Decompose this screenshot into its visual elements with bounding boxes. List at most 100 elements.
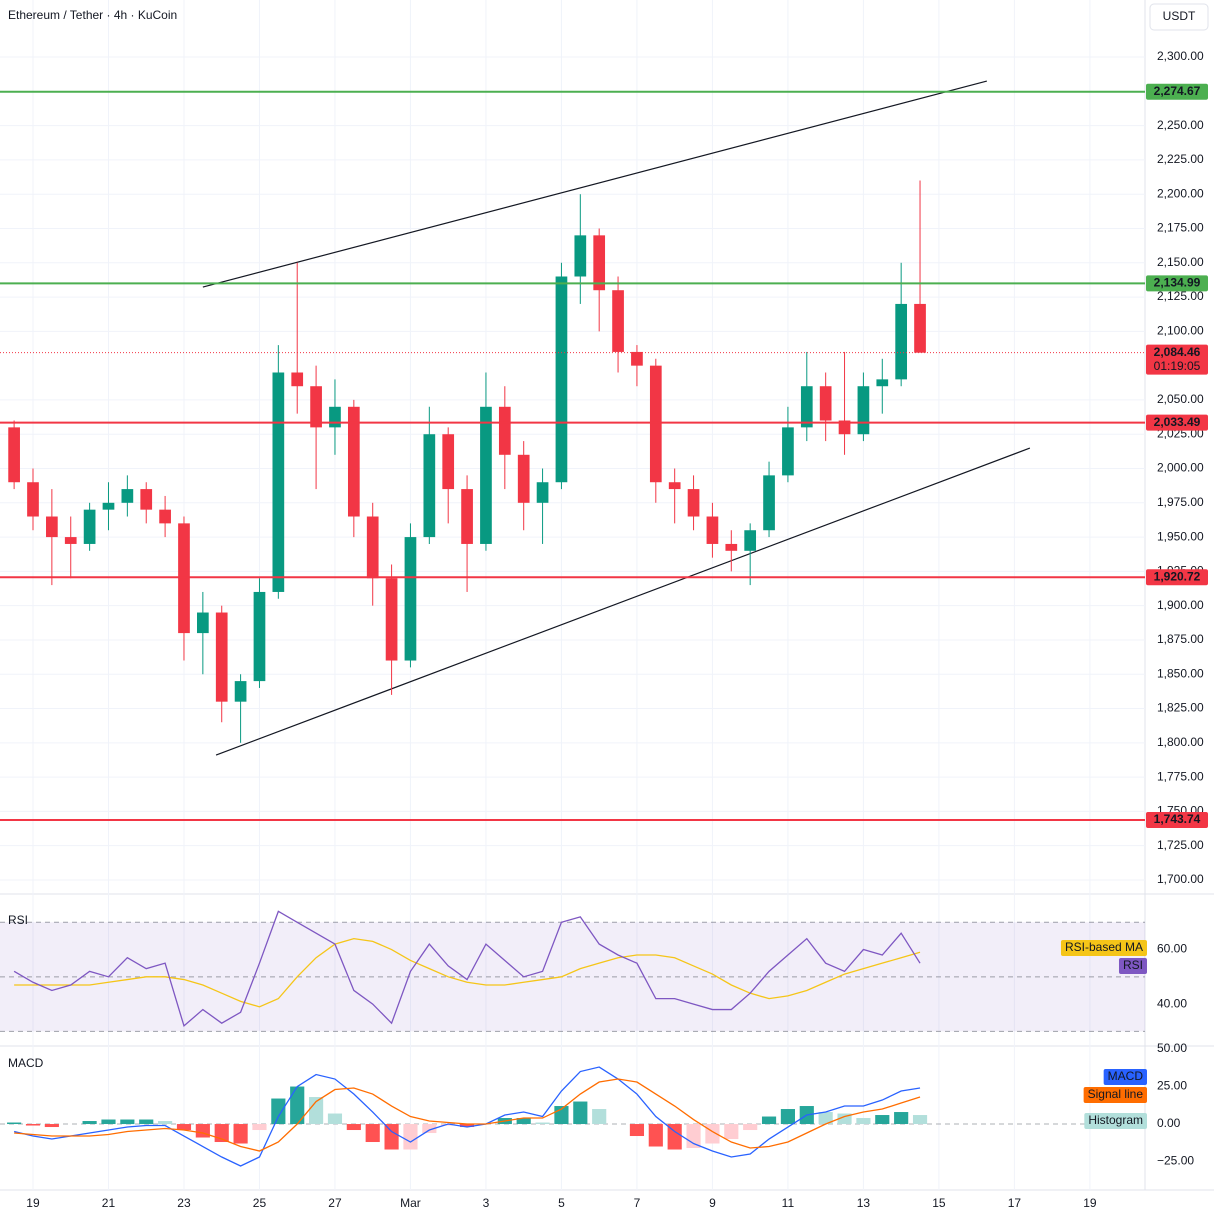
y-tick-label: 1,725.00 bbox=[1157, 838, 1204, 852]
candle-body bbox=[914, 303, 926, 353]
level-label-bg bbox=[1146, 83, 1208, 100]
y-tick-label: 2,300.00 bbox=[1157, 49, 1204, 63]
candle-body bbox=[310, 386, 322, 428]
y-tick-label: 2,200.00 bbox=[1157, 186, 1204, 200]
candle-body bbox=[291, 372, 304, 387]
candle-body bbox=[366, 516, 379, 579]
candle-body bbox=[876, 379, 889, 387]
y-tick-label: 2,225.00 bbox=[1157, 152, 1204, 166]
candle-body bbox=[782, 427, 794, 476]
candle-body bbox=[329, 406, 341, 428]
histogram-bar bbox=[516, 1118, 531, 1125]
candle-body bbox=[517, 454, 530, 503]
histogram-bar bbox=[743, 1124, 758, 1131]
histogram-bar bbox=[724, 1124, 739, 1140]
x-tick-label: 23 bbox=[177, 1196, 191, 1210]
histogram-bar bbox=[309, 1097, 324, 1125]
histogram-bar bbox=[7, 1122, 22, 1125]
candle-body bbox=[574, 235, 587, 277]
y-tick-label: 2,125.00 bbox=[1157, 289, 1204, 303]
histogram-bar bbox=[573, 1101, 588, 1125]
candle-body bbox=[83, 509, 96, 544]
candle-body bbox=[215, 612, 228, 702]
candle-body bbox=[555, 276, 568, 483]
level-label-bg bbox=[1146, 811, 1208, 828]
candle-body bbox=[272, 372, 285, 592]
legend-label: MACD bbox=[1108, 1069, 1144, 1083]
candle-body bbox=[347, 406, 360, 517]
histogram-bar bbox=[365, 1124, 380, 1143]
histogram-bar bbox=[686, 1124, 701, 1149]
candle-body bbox=[593, 235, 606, 291]
last-price-label: 2,084.46 bbox=[1154, 345, 1201, 359]
y-tick-label: 2,000.00 bbox=[1157, 461, 1204, 475]
level-label-bg bbox=[1146, 275, 1208, 292]
countdown: 01:19:05 bbox=[1154, 359, 1201, 373]
y-tick-label: 2,175.00 bbox=[1157, 221, 1204, 235]
histogram-bar bbox=[158, 1121, 173, 1125]
histogram-bar bbox=[535, 1122, 550, 1125]
x-tick-label: 13 bbox=[857, 1196, 871, 1210]
legend-label: RSI bbox=[1123, 958, 1143, 972]
histogram-bar bbox=[837, 1113, 852, 1125]
legend-swatch bbox=[1060, 940, 1147, 956]
histogram-bar bbox=[120, 1119, 135, 1125]
histogram-bar bbox=[912, 1115, 928, 1125]
candle-body bbox=[857, 386, 870, 435]
histogram-bar bbox=[176, 1124, 192, 1131]
level-label: 2,033.49 bbox=[1154, 415, 1201, 429]
candle-body bbox=[763, 475, 775, 531]
histogram-bar bbox=[894, 1112, 909, 1125]
price-axis-bg bbox=[1145, 0, 1214, 1219]
histogram-bar bbox=[252, 1124, 267, 1131]
histogram-bar bbox=[346, 1124, 361, 1131]
candle-body bbox=[159, 509, 171, 524]
level-label: 1,920.72 bbox=[1154, 569, 1201, 583]
x-tick-label: 9 bbox=[709, 1196, 716, 1210]
pane-title: MACD bbox=[8, 1056, 44, 1070]
currency-box[interactable] bbox=[1149, 3, 1209, 31]
legend-swatch bbox=[1083, 1087, 1147, 1103]
x-tick-label: 3 bbox=[483, 1196, 490, 1210]
series-line bbox=[14, 937, 921, 1008]
y-tick-label: 1,875.00 bbox=[1157, 632, 1204, 646]
histogram-bar bbox=[875, 1115, 890, 1125]
y-tick-label: 40.00 bbox=[1157, 996, 1187, 1010]
legend-swatch bbox=[1103, 1069, 1147, 1085]
histogram-bar bbox=[271, 1098, 286, 1125]
legend-swatch bbox=[1084, 1113, 1147, 1129]
x-tick-label: 15 bbox=[932, 1196, 946, 1210]
series-line bbox=[13, 1066, 921, 1167]
legend-label: Histogram bbox=[1088, 1113, 1143, 1127]
trendline bbox=[215, 447, 1031, 756]
y-tick-label: 50.00 bbox=[1157, 1041, 1187, 1055]
series-line bbox=[13, 910, 921, 1028]
x-tick-label: 17 bbox=[1008, 1196, 1022, 1210]
candle-body bbox=[404, 537, 417, 661]
y-tick-label: 25.00 bbox=[1157, 1079, 1187, 1093]
y-tick-label: 2,100.00 bbox=[1157, 324, 1204, 338]
pane-title: RSI bbox=[8, 913, 28, 927]
y-tick-label: 2,050.00 bbox=[1157, 392, 1204, 406]
x-tick-label: 19 bbox=[1083, 1196, 1097, 1210]
candle-body bbox=[668, 482, 681, 490]
legend-swatch bbox=[1118, 958, 1147, 974]
x-tick-label: Mar bbox=[400, 1196, 421, 1210]
candle-body bbox=[385, 578, 398, 661]
histogram-bar bbox=[327, 1113, 343, 1125]
candle-body bbox=[46, 516, 58, 538]
histogram-bar bbox=[101, 1119, 116, 1125]
histogram-bar bbox=[403, 1124, 418, 1150]
histogram-bar bbox=[290, 1086, 305, 1125]
level-label: 2,274.67 bbox=[1154, 84, 1201, 98]
candle-body bbox=[423, 434, 436, 538]
histogram-bar bbox=[592, 1109, 607, 1125]
histogram-bar bbox=[441, 1124, 456, 1126]
y-tick-label: −25.00 bbox=[1157, 1154, 1194, 1168]
legend-label: RSI-based MA bbox=[1065, 940, 1143, 954]
histogram-bar bbox=[44, 1124, 59, 1128]
candle-body bbox=[196, 612, 209, 634]
candle-body bbox=[140, 489, 153, 510]
candle-body bbox=[706, 516, 719, 544]
candle-body bbox=[102, 502, 115, 510]
